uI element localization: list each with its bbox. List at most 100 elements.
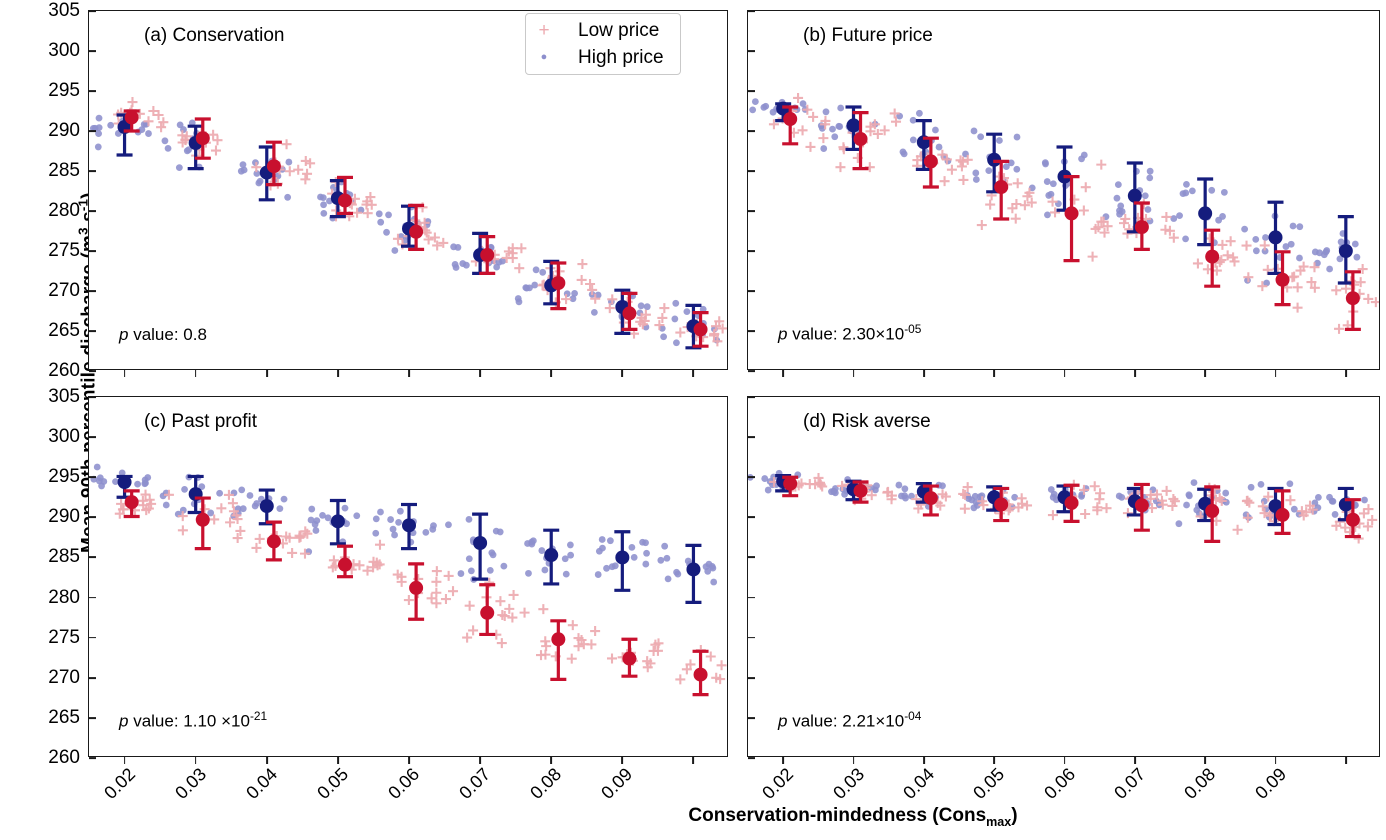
mean-errorbar-low-price	[408, 203, 425, 251]
scatter-point-low-price	[837, 480, 848, 491]
mean-errorbar-high-price	[187, 124, 204, 171]
scatter-point-low-price	[716, 660, 727, 671]
scatter-point-low-price	[158, 117, 169, 128]
scatter-point-high-price	[539, 268, 547, 276]
scatter-point-low-price	[212, 135, 223, 146]
mean-errorbar-low-price	[1204, 485, 1221, 543]
scatter-point-high-price	[372, 515, 380, 523]
scatter-point-high-price	[606, 537, 614, 545]
scatter-point-high-price	[391, 531, 398, 539]
scatter-point-low-price	[1168, 232, 1179, 243]
scatter-point-high-price	[531, 281, 539, 289]
mean-errorbar-high-price	[1197, 177, 1214, 247]
x-tick-label-0.07: 0.07	[1110, 764, 1149, 803]
scatter-point-high-price	[89, 124, 97, 132]
scatter-point-high-price	[831, 133, 839, 141]
scatter-point-high-price	[1013, 165, 1021, 173]
scatter-point-high-price	[341, 504, 349, 512]
scatter-point-low-price	[1016, 493, 1027, 504]
x-tick-mark	[479, 756, 482, 764]
scatter-point-high-price	[1078, 155, 1085, 163]
scatter-point-high-price	[660, 333, 668, 341]
x-tick-mark	[993, 756, 996, 764]
mean-errorbar-high-price	[116, 474, 133, 499]
scatter-point-low-price	[1078, 205, 1089, 216]
scatter-point-low-price	[872, 128, 883, 139]
scatter-point-high-price	[671, 315, 679, 323]
scatter-point-high-price	[375, 210, 383, 218]
scatter-point-low-price	[300, 155, 311, 166]
scatter-point-high-price	[908, 492, 915, 500]
mean-errorbar-high-price	[685, 543, 702, 604]
scatter-point-low-price	[495, 596, 506, 607]
x-tick-label-0.03: 0.03	[170, 764, 210, 803]
x-tick-mark	[852, 756, 855, 764]
scatter-point-high-price	[107, 121, 115, 129]
scatter-point-low-price	[1092, 505, 1103, 516]
scatter-point-low-price	[507, 612, 518, 623]
scatter-point-low-price	[1080, 182, 1091, 193]
scatter-point-low-price	[711, 321, 722, 332]
scatter-point-high-price	[1289, 222, 1297, 230]
scatter-point-low-price	[432, 240, 443, 251]
scatter-point-low-price	[1306, 277, 1317, 288]
mean-errorbar-low-price	[1344, 270, 1361, 331]
y-tick-mark	[89, 476, 96, 479]
scatter-point-high-price	[95, 130, 102, 138]
scatter-point-high-price	[569, 295, 577, 303]
scatter-point-low-price	[468, 625, 479, 636]
scatter-point-low-price	[362, 565, 373, 576]
y-tick-mark	[748, 636, 755, 639]
scatter-point-high-price	[594, 571, 602, 578]
x-tick-mark	[336, 369, 339, 377]
mean-errorbar-low-price	[550, 261, 567, 311]
scatter-point-low-price	[1285, 495, 1296, 506]
mean-errorbar-low-price	[922, 136, 939, 189]
scatter-point-low-price	[232, 533, 243, 544]
scatter-point-high-price	[566, 541, 574, 549]
scatter-point-high-price	[1114, 181, 1122, 189]
mean-errorbar-high-price	[1126, 161, 1143, 234]
scatter-point-high-price	[499, 257, 506, 265]
x-tick-label-0.09: 0.09	[1250, 764, 1290, 803]
scatter-point-high-price	[377, 218, 385, 226]
scatter-point-high-price	[895, 481, 903, 489]
scatter-point-low-price	[462, 632, 473, 643]
y-tick-mark	[748, 50, 755, 52]
mean-errorbar-high-price	[1126, 486, 1143, 517]
scatter-point-low-price	[294, 532, 305, 543]
scatter-point-high-price	[422, 528, 430, 536]
scatter-point-low-price	[1050, 207, 1061, 218]
scatter-point-low-price	[818, 133, 829, 144]
scatter-point-low-price	[939, 176, 950, 187]
dot-marker-icon: ●	[540, 51, 548, 63]
mean-errorbar-low-price	[479, 583, 496, 637]
x-tick-label-0.04: 0.04	[241, 764, 281, 803]
y-tick-mark	[89, 330, 96, 332]
scatter-point-low-price	[127, 97, 138, 108]
scatter-point-high-price	[1222, 489, 1230, 497]
scatter-point-high-price	[238, 486, 246, 494]
scatter-point-high-price	[95, 114, 103, 122]
scatter-point-low-price	[1119, 218, 1130, 229]
scatter-point-low-price	[1047, 510, 1058, 521]
scatter-point-low-price	[941, 154, 952, 165]
scatter-point-low-price	[362, 208, 373, 219]
scatter-point-low-price	[440, 594, 451, 605]
scatter-point-low-price	[1079, 484, 1090, 495]
x-tick-mark	[265, 756, 268, 764]
scatter-point-high-price	[630, 553, 638, 561]
scatter-point-low-price	[1241, 496, 1252, 507]
scatter-point-low-price	[331, 205, 342, 216]
scatter-point-low-price	[879, 125, 890, 136]
scatter-point-low-price	[1090, 223, 1101, 234]
scatter-point-high-price	[493, 263, 501, 271]
scatter-point-high-price	[514, 295, 522, 302]
mean-errorbar-low-price	[550, 619, 567, 681]
scatter-point-low-price	[421, 227, 432, 238]
x-tick-mark	[336, 756, 339, 764]
mean-errorbar-low-price	[123, 109, 140, 133]
x-tick-mark	[550, 756, 553, 764]
y-tick-mark	[748, 556, 755, 559]
scatter-point-low-price	[392, 233, 403, 244]
